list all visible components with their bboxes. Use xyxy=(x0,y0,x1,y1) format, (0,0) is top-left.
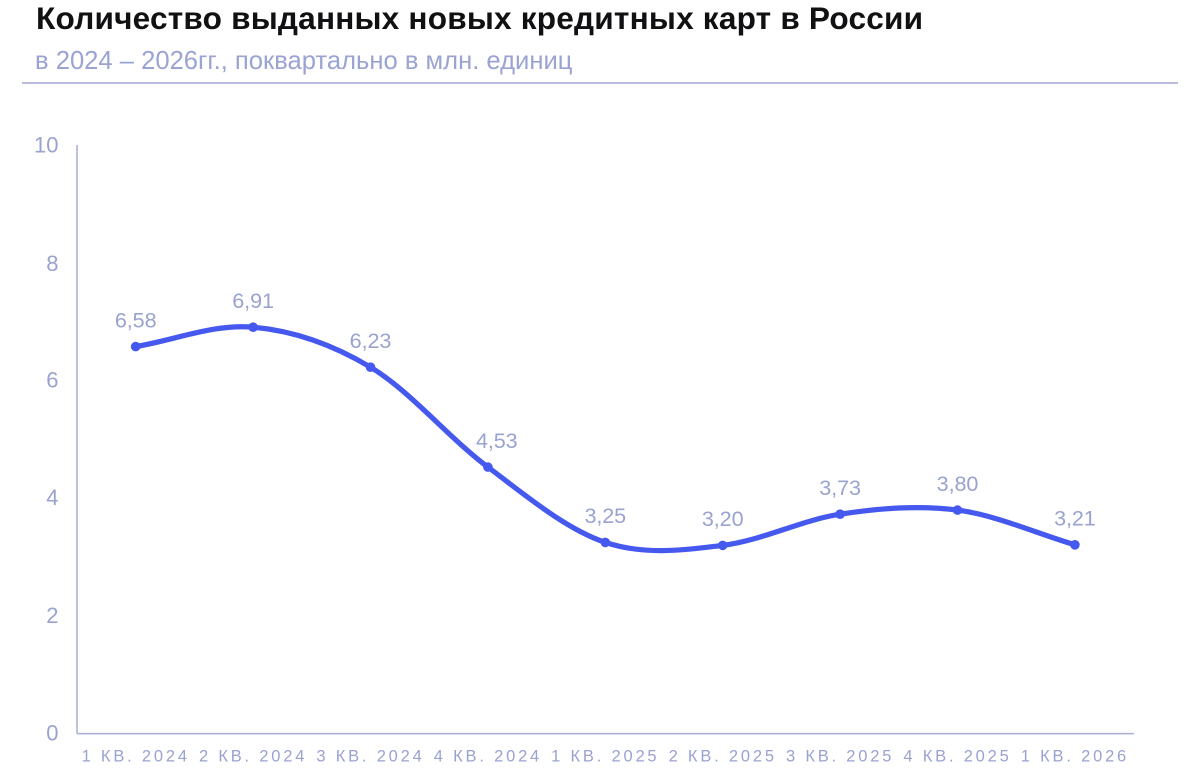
svg-text:1 КВ. 2026: 1 КВ. 2026 xyxy=(1021,748,1129,766)
svg-text:3,80: 3,80 xyxy=(937,471,979,496)
svg-text:6,91: 6,91 xyxy=(232,288,274,313)
svg-text:6: 6 xyxy=(46,368,58,393)
svg-text:8: 8 xyxy=(46,251,58,276)
svg-text:4 КВ. 2024: 4 КВ. 2024 xyxy=(434,748,542,766)
svg-text:3,25: 3,25 xyxy=(584,503,626,528)
svg-text:2: 2 xyxy=(46,603,58,628)
svg-text:4: 4 xyxy=(46,485,58,510)
svg-text:10: 10 xyxy=(34,132,58,157)
svg-text:4,53: 4,53 xyxy=(476,428,518,453)
svg-text:4 КВ. 2025: 4 КВ. 2025 xyxy=(903,748,1011,766)
svg-text:2 КВ. 2025: 2 КВ. 2025 xyxy=(669,748,777,766)
svg-text:3,21: 3,21 xyxy=(1054,506,1096,531)
svg-text:1 КВ. 2025: 1 КВ. 2025 xyxy=(551,748,659,766)
svg-text:2 КВ. 2024: 2 КВ. 2024 xyxy=(199,748,307,766)
svg-text:3,20: 3,20 xyxy=(702,506,744,531)
svg-text:1 КВ. 2024: 1 КВ. 2024 xyxy=(82,748,190,766)
svg-text:3 КВ. 2024: 3 КВ. 2024 xyxy=(316,748,424,766)
svg-text:6,58: 6,58 xyxy=(115,307,157,332)
svg-text:3,73: 3,73 xyxy=(819,475,861,500)
svg-text:6,23: 6,23 xyxy=(350,328,392,353)
svg-text:0: 0 xyxy=(46,721,58,746)
svg-text:3 КВ. 2025: 3 КВ. 2025 xyxy=(786,748,894,766)
